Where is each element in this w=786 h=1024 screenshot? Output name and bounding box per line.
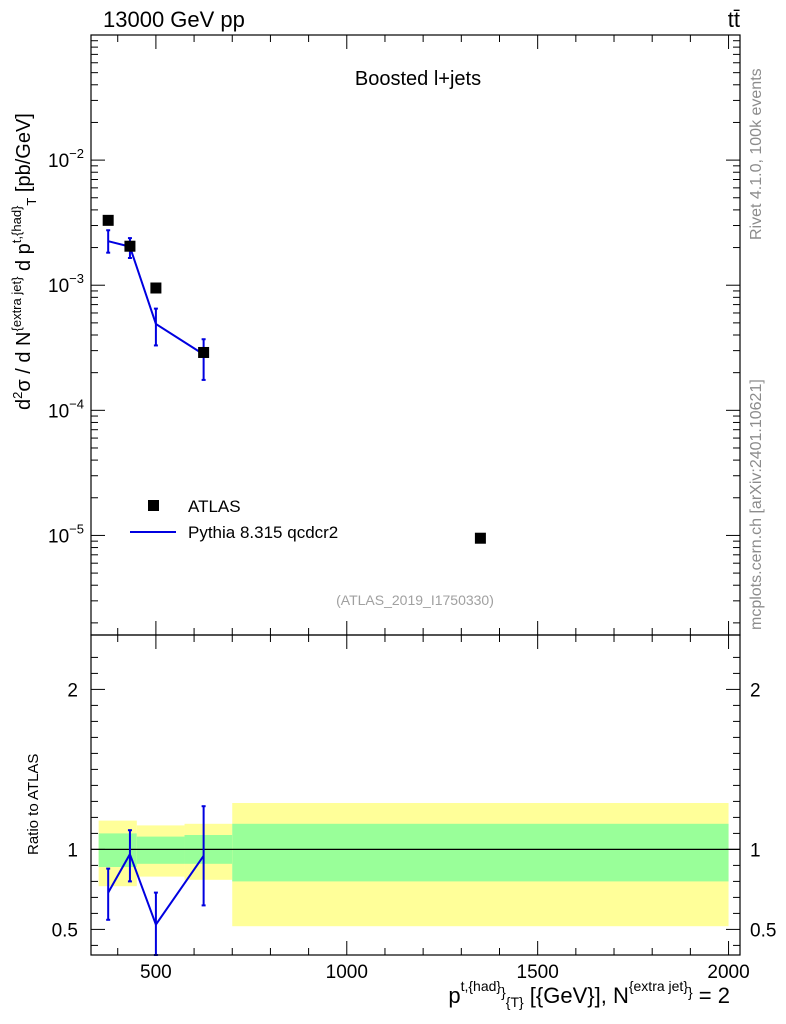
ratio-y-tick-label-left: 2: [67, 680, 78, 701]
main-y-tick-label: 10−4: [48, 396, 84, 422]
main-plot-title: Boosted l+jets: [355, 68, 481, 90]
ratio-inner-band: [98, 833, 137, 867]
atlas-data-point: [124, 240, 136, 252]
legend-marker-atlas: [148, 500, 159, 511]
main-axis-ticks: 10−5 10−4 10−3 10−2: [48, 34, 740, 635]
ratio-inner-band: [136, 836, 185, 864]
mcplots-source-label: mcplots.cern.ch [arXiv:2401.10621]: [748, 379, 765, 630]
ratio-uncertainty-bands: [98, 803, 729, 927]
header-energy-label: 13000 GeV pp: [103, 7, 245, 32]
ratio-y-tick-label-right: 0.5: [750, 920, 776, 941]
legend: ATLAS Pythia 8.315 qcdcr2: [130, 497, 338, 542]
analysis-id-label: (ATLAS_2019_I1750330): [336, 592, 494, 608]
legend-label-pythia: Pythia 8.315 qcdcr2: [188, 523, 338, 542]
ratio-y-axis-label: Ratio to ATLAS: [25, 754, 42, 855]
atlas-data-point: [474, 532, 486, 544]
mc-series-line: [107, 240, 205, 356]
atlas-data-point: [102, 214, 114, 226]
x-axis-label: pt,{had}}{T} [{GeV}], N{extra jet}} = 2: [448, 978, 730, 1010]
main-plot-frame: [90, 34, 741, 636]
rivet-version-label: Rivet 4.1.0, 100k events: [748, 68, 765, 240]
atlas-data-point: [150, 282, 162, 294]
legend-label-atlas: ATLAS: [188, 497, 241, 516]
header-process-label: tt̄: [728, 7, 740, 32]
main-y-tick-label: 10−2: [48, 146, 84, 172]
x-tick-label: 1000: [326, 962, 368, 983]
x-tick-label: 1500: [517, 962, 559, 983]
ratio-mc-line: [107, 851, 205, 927]
ratio-plot-frame: [90, 634, 741, 956]
atlas-data-point: [198, 346, 210, 358]
x-tick-label: 2000: [707, 962, 749, 983]
ratio-inner-band: [232, 823, 729, 882]
x-tick-label: 500: [140, 962, 172, 983]
ratio-axis-ticks: 0.5 0.5 1 1 2 2 500 1000 1500 2000: [52, 635, 776, 983]
ratio-y-tick-label-left: 1: [67, 840, 78, 861]
ratio-y-tick-label-right: 2: [750, 680, 761, 701]
main-plot-area: [102, 214, 486, 544]
main-y-axis-label: d2σ / d N{extra jet} d pt,{had}T [pb/GeV…: [9, 113, 39, 410]
ratio-y-tick-label-right: 1: [750, 840, 761, 861]
main-y-tick-label: 10−5: [48, 521, 84, 547]
ratio-y-tick-label-left: 0.5: [52, 920, 78, 941]
main-y-tick-label: 10−3: [48, 271, 84, 297]
